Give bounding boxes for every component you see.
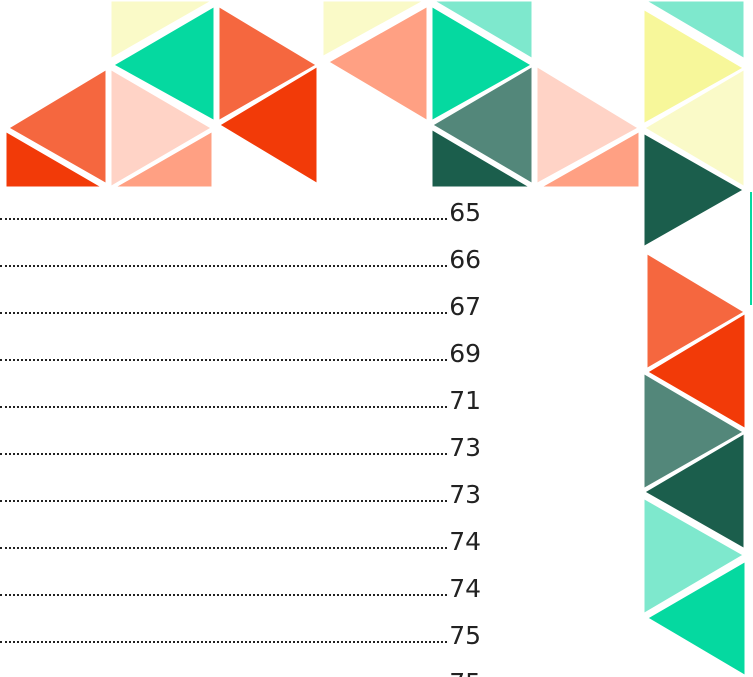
toc-row: 73 [0, 470, 481, 510]
toc-row: 75 [0, 658, 481, 677]
page-number: 75 [449, 621, 481, 651]
dot-leader [0, 406, 447, 408]
dot-leader [0, 500, 447, 502]
document-page: 65 66 67 69 71 73 73 74 74 75 75 [0, 0, 753, 677]
page-number: 73 [449, 480, 481, 510]
page-number: 65 [449, 198, 481, 228]
page-number: 69 [449, 339, 481, 369]
toc-row: 71 [0, 376, 481, 416]
toc-row: 67 [0, 282, 481, 322]
toc-row: 75 [0, 611, 481, 651]
page-number: 75 [449, 668, 481, 677]
page-number: 74 [449, 574, 481, 604]
toc-row: 73 [0, 423, 481, 463]
toc-row: 66 [0, 235, 481, 275]
dot-leader [0, 218, 447, 220]
page-number: 73 [449, 433, 481, 463]
page-number: 67 [449, 292, 481, 322]
dot-leader [0, 453, 447, 455]
page-number: 74 [449, 527, 481, 557]
toc-row: 69 [0, 329, 481, 369]
page-number: 71 [449, 386, 481, 416]
dot-leader [0, 547, 447, 549]
toc-row: 65 [0, 188, 481, 228]
page-number: 66 [449, 245, 481, 275]
dot-leader [0, 359, 447, 361]
dot-leader [0, 265, 447, 267]
dot-leader [0, 594, 447, 596]
dot-leader [0, 641, 447, 643]
toc-row: 74 [0, 517, 481, 557]
toc-row: 74 [0, 564, 481, 604]
dot-leader [0, 312, 447, 314]
